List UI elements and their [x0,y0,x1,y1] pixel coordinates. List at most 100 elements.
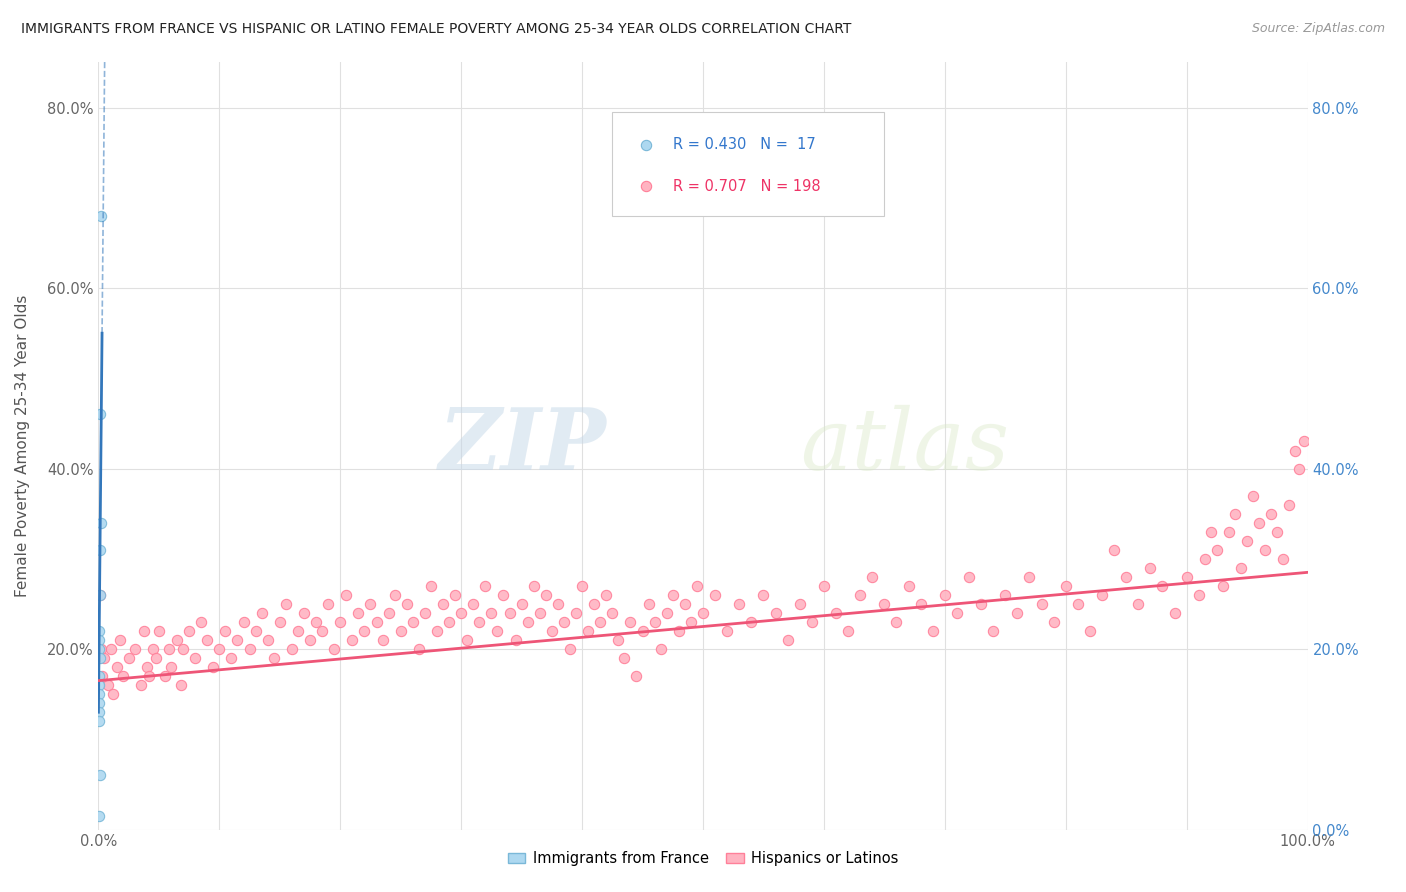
Point [921,624,943,638]
Point [316,597,339,611]
Point [148,624,170,638]
Point [704,588,727,602]
Point [492,588,515,602]
Point [553,615,575,629]
Point [329,615,352,629]
Point [970,597,993,611]
Point [353,624,375,638]
Point [87,809,110,823]
Point [1236,533,1258,548]
Point [87,624,110,638]
Point [274,597,297,611]
Point [655,606,678,620]
Point [347,606,370,620]
Point [679,615,702,629]
Point [444,588,467,602]
Point [1152,579,1174,593]
Point [1115,570,1137,584]
Point [1031,597,1053,611]
Point [1260,507,1282,521]
Point [89,542,111,557]
Legend: Immigrants from France, Hispanics or Latinos: Immigrants from France, Hispanics or Lat… [502,846,904,872]
Point [89,408,111,422]
Point [481,606,503,620]
Point [1223,507,1246,521]
Point [202,660,225,674]
Point [87,705,110,719]
Point [619,615,641,629]
Point [523,579,546,593]
Point [589,615,612,629]
Point [281,642,304,657]
Point [860,570,883,584]
Point [1272,551,1295,566]
Point [1292,434,1315,449]
Point [311,624,333,638]
Point [105,660,128,674]
Point [90,516,112,530]
Point [716,624,738,638]
Point [221,651,243,665]
Point [214,624,236,638]
Point [134,624,156,638]
Point [1163,606,1185,620]
Point [468,615,491,629]
Point [728,597,751,611]
Point [245,624,267,638]
Point [529,606,551,620]
Point [256,633,278,648]
Point [1199,524,1222,539]
Point [776,633,799,648]
Point [602,606,624,620]
Point [226,633,249,648]
Point [89,642,111,657]
Point [87,696,110,710]
Point [673,597,696,611]
Point [420,579,443,593]
Point [456,633,478,648]
Point [90,209,112,223]
Point [692,606,714,620]
Point [129,678,152,692]
Point [89,768,111,782]
Point [195,633,218,648]
Point [395,597,418,611]
Point [474,579,496,593]
Point [323,642,346,657]
Point [661,588,683,602]
Point [87,678,110,692]
Point [1018,570,1040,584]
Point [384,588,406,602]
Point [87,687,110,701]
Point [558,642,581,657]
Point [87,714,110,729]
Point [111,669,134,683]
Point [153,669,176,683]
Point [873,597,896,611]
Point [371,633,394,648]
Point [142,642,165,657]
Point [765,606,787,620]
Point [1249,516,1271,530]
Point [486,624,509,638]
Text: IMMIGRANTS FROM FRANCE VS HISPANIC OR LATINO FEMALE POVERTY AMONG 25-34 YEAR OLD: IMMIGRANTS FROM FRANCE VS HISPANIC OR LA… [21,22,852,37]
Point [1139,561,1161,575]
Point [534,588,557,602]
Point [292,606,315,620]
Point [505,633,527,648]
Point [636,65,658,79]
Point [91,669,114,683]
Text: R = 0.430   N =  17: R = 0.430 N = 17 [673,137,815,153]
Point [108,633,131,648]
Point [89,588,111,602]
Point [1230,561,1253,575]
FancyBboxPatch shape [613,112,884,216]
Point [1206,542,1229,557]
Point [335,588,357,602]
Point [1067,597,1090,611]
Point [1284,443,1306,458]
Point [1278,498,1301,512]
Point [957,570,980,584]
Point [1288,461,1310,475]
Point [208,642,231,657]
